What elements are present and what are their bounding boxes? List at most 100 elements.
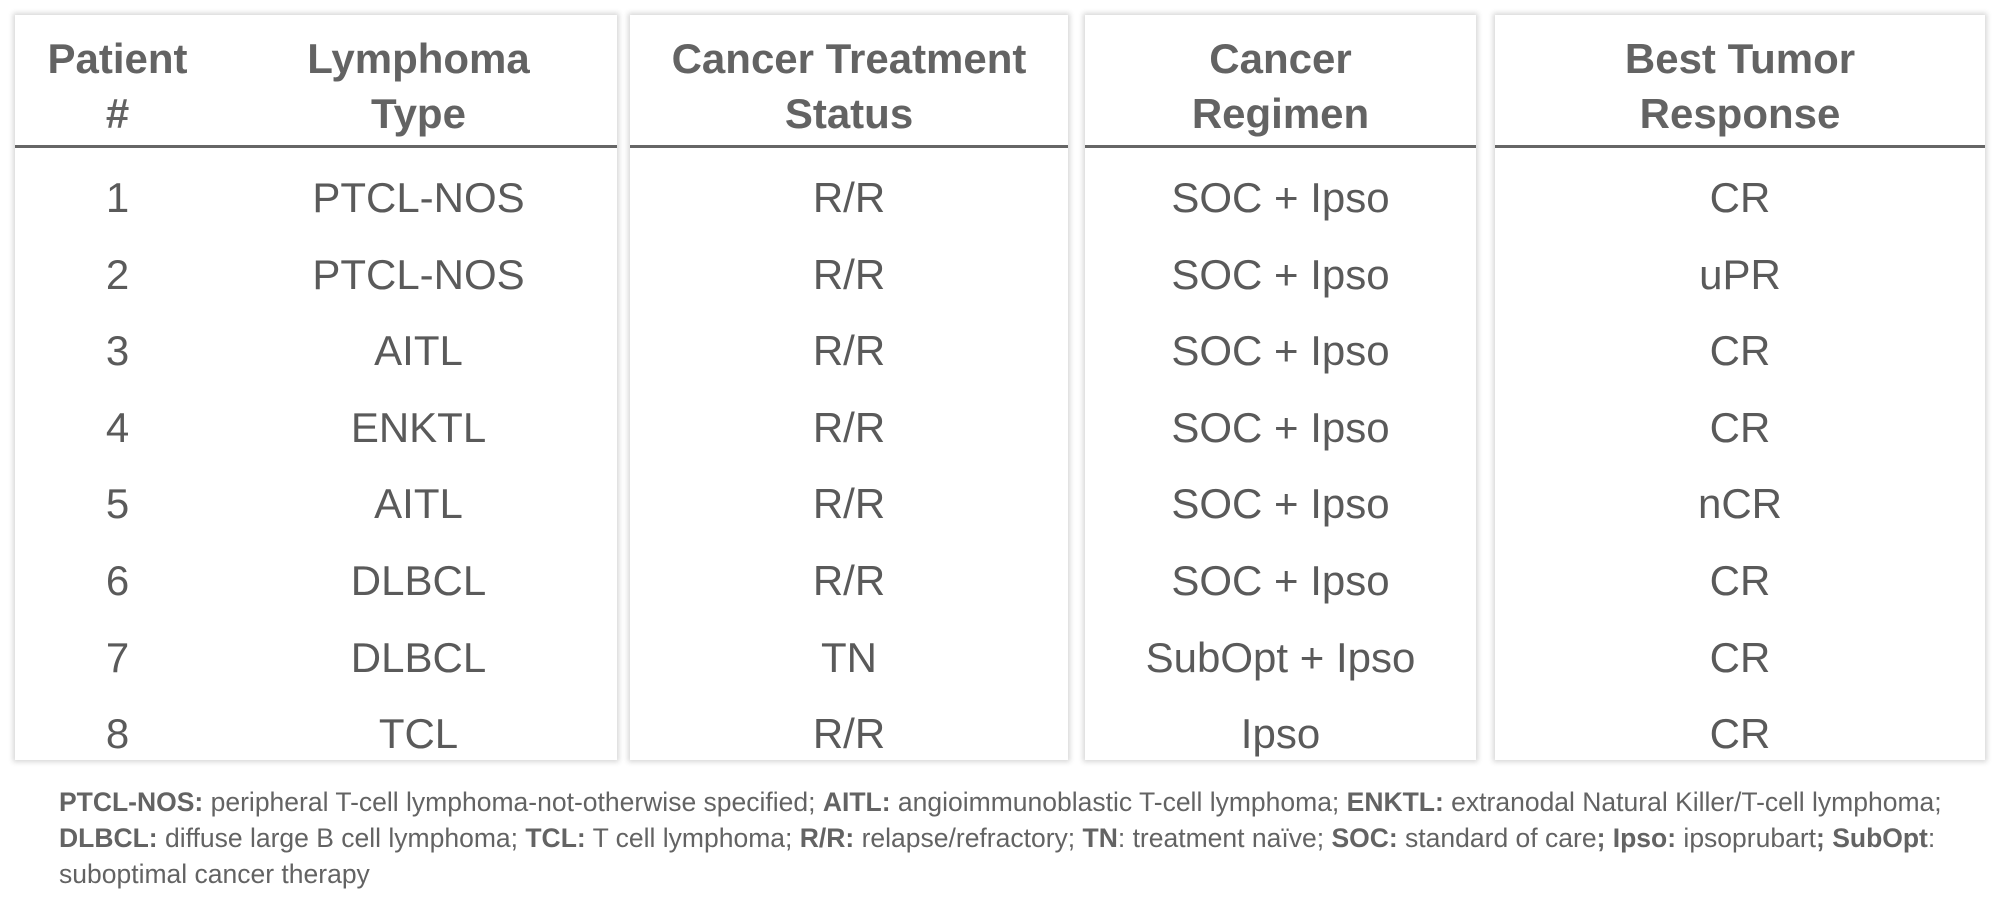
cell-treatment-status: R/R xyxy=(812,556,886,604)
table-row: 4 ENKTL xyxy=(15,396,617,473)
footnote-term: TCL: xyxy=(525,823,586,853)
cell-cancer-regimen: SOC + Ipso xyxy=(1171,250,1390,298)
header-row-response: Best Tumor Response xyxy=(1495,15,1985,148)
table-row: 2 PTCL-NOS xyxy=(15,243,617,320)
footnote-term: PTCL-NOS: xyxy=(59,787,204,817)
header-row-left: Patient # Lymphoma Type xyxy=(15,15,617,148)
table-row: TN xyxy=(630,626,1068,703)
cell-treatment-status: R/R xyxy=(812,327,886,375)
cell-best-tumor-response: CR xyxy=(1709,556,1771,604)
rows-regimen: SOC + Ipso SOC + Ipso SOC + Ipso SOC + Ipso… xyxy=(1085,166,1476,779)
footnote-abbreviations: PTCL-NOS: peripheral T-cell lymphoma-not… xyxy=(59,784,1959,892)
cell-cancer-regimen: SOC + Ipso xyxy=(1171,480,1390,528)
table-row: SOC + Ipso xyxy=(1085,396,1476,473)
table-row: CR xyxy=(1495,549,1985,626)
cell-patient-number: 5 xyxy=(105,480,130,528)
table-row: CR xyxy=(1495,396,1985,473)
footnote-term: ; Ipso: xyxy=(1596,823,1677,853)
table-row: R/R xyxy=(630,549,1068,626)
table-row: CR xyxy=(1495,626,1985,703)
header-patient: Patient # xyxy=(15,31,220,141)
cell-best-tumor-response: CR xyxy=(1709,174,1771,221)
table-row: nCR xyxy=(1495,472,1985,549)
header-regimen-line2: Regimen xyxy=(1191,90,1370,137)
header-cancer-regimen: Cancer Regimen xyxy=(1085,31,1476,141)
footnote-definition: relapse/refractory; xyxy=(854,823,1083,853)
cell-lymphoma-type: TCL xyxy=(378,710,459,758)
panel-regimen: Cancer Regimen SOC + Ipso SOC + Ipso SOC + … xyxy=(1085,15,1476,760)
footnote-term: ; SubOpt xyxy=(1816,823,1928,853)
cell-patient-number: 2 xyxy=(105,250,130,298)
cell-treatment-status: R/R xyxy=(812,174,886,221)
table-row: CR xyxy=(1495,319,1985,396)
cell-best-tumor-response: CR xyxy=(1709,327,1771,375)
table-row: SOC + Ipso xyxy=(1085,243,1476,320)
table-row: 3 AITL xyxy=(15,319,617,396)
rows-left: 1 PTCL-NOS 2 PTCL-NOS 3 AITL 4 ENKTL 5 AITL 6 DLBCL… xyxy=(15,166,617,779)
header-row-regimen: Cancer Regimen xyxy=(1085,15,1476,148)
header-patient-line1: Patient xyxy=(47,35,188,82)
cell-cancer-regimen: SOC + Ipso xyxy=(1171,327,1390,375)
panel-patient-lymphoma: Patient # Lymphoma Type 1 PTCL-NOS 2 PTCL-NOS… xyxy=(15,15,617,760)
footnote-term: AITL: xyxy=(822,787,891,817)
cell-best-tumor-response: CR xyxy=(1709,633,1771,681)
header-response-line2: Response xyxy=(1639,90,1841,137)
cell-cancer-regimen: SOC + Ipso xyxy=(1171,556,1390,604)
cell-treatment-status: R/R xyxy=(812,403,886,451)
header-response-line1: Best Tumor xyxy=(1624,35,1856,82)
cell-lymphoma-type: DLBCL xyxy=(350,633,487,681)
cell-patient-number: 7 xyxy=(105,633,130,681)
rows-status: R/R R/R R/R R/R R/R R/R TN R/R xyxy=(630,166,1068,779)
cell-patient-number: 1 xyxy=(105,174,130,221)
table-row: R/R xyxy=(630,702,1068,779)
table-row: R/R xyxy=(630,166,1068,243)
footnote-definition: ipsoprubart xyxy=(1676,823,1817,853)
header-patient-line2: # xyxy=(105,90,130,137)
footnote-term: DLBCL: xyxy=(59,823,158,853)
table-row: SOC + Ipso xyxy=(1085,166,1476,243)
table-row: 8 TCL xyxy=(15,702,617,779)
header-treatment-status: Cancer Treatment Status xyxy=(630,31,1068,141)
table-row: CR xyxy=(1495,166,1985,243)
cell-lymphoma-type: AITL xyxy=(374,480,463,528)
table-row: R/R xyxy=(630,319,1068,396)
table-row: SOC + Ipso xyxy=(1085,319,1476,396)
table-row: R/R xyxy=(630,396,1068,473)
cell-treatment-status: R/R xyxy=(812,250,886,298)
cell-lymphoma-type: PTCL-NOS xyxy=(312,174,525,221)
cell-patient-number: 6 xyxy=(105,556,130,604)
footnote-definition: diffuse large B cell lymphoma; xyxy=(157,823,526,853)
cell-best-tumor-response: CR xyxy=(1709,403,1771,451)
footnote-term: SOC: xyxy=(1331,823,1398,853)
cell-lymphoma-type: DLBCL xyxy=(350,556,487,604)
table-row: 6 DLBCL xyxy=(15,549,617,626)
table-row: CR xyxy=(1495,702,1985,779)
cell-cancer-regimen: SOC + Ipso xyxy=(1171,174,1390,221)
panel-treatment-status: Cancer Treatment Status R/R R/R R/R R/R R/R R/… xyxy=(630,15,1068,760)
table-row: R/R xyxy=(630,472,1068,549)
cell-lymphoma-type: PTCL-NOS xyxy=(312,250,525,298)
table-row: SOC + Ipso xyxy=(1085,549,1476,626)
footnote-term: TN xyxy=(1082,823,1118,853)
cell-lymphoma-type: ENKTL xyxy=(350,403,487,451)
cell-cancer-regimen: SubOpt + Ipso xyxy=(1145,633,1416,681)
header-status-line2: Status xyxy=(784,90,914,137)
cell-treatment-status: R/R xyxy=(812,710,886,758)
footnote-definition: extranodal Natural Killer/T-cell lymphom… xyxy=(1443,787,1942,817)
cell-treatment-status: TN xyxy=(821,633,877,681)
table-row: Ipso xyxy=(1085,702,1476,779)
table-row: SubOpt + Ipso xyxy=(1085,626,1476,703)
footnote-term: R/R: xyxy=(799,823,855,853)
cell-best-tumor-response: uPR xyxy=(1699,250,1781,298)
header-lymphoma-line2: Type xyxy=(371,90,466,137)
rows-response: CR uPR CR CR nCR CR CR CR xyxy=(1495,166,1985,779)
table-row: 1 PTCL-NOS xyxy=(15,166,617,243)
header-best-tumor-response: Best Tumor Response xyxy=(1495,31,1985,141)
footnote-definition: T cell lymphoma; xyxy=(585,823,800,853)
cell-cancer-regimen: Ipso xyxy=(1240,710,1321,758)
cell-best-tumor-response: nCR xyxy=(1697,480,1783,528)
footnote-definition: standard of care xyxy=(1397,823,1597,853)
header-regimen-line1: Cancer xyxy=(1209,35,1352,82)
cell-patient-number: 8 xyxy=(105,710,130,758)
cell-patient-number: 4 xyxy=(105,403,130,451)
